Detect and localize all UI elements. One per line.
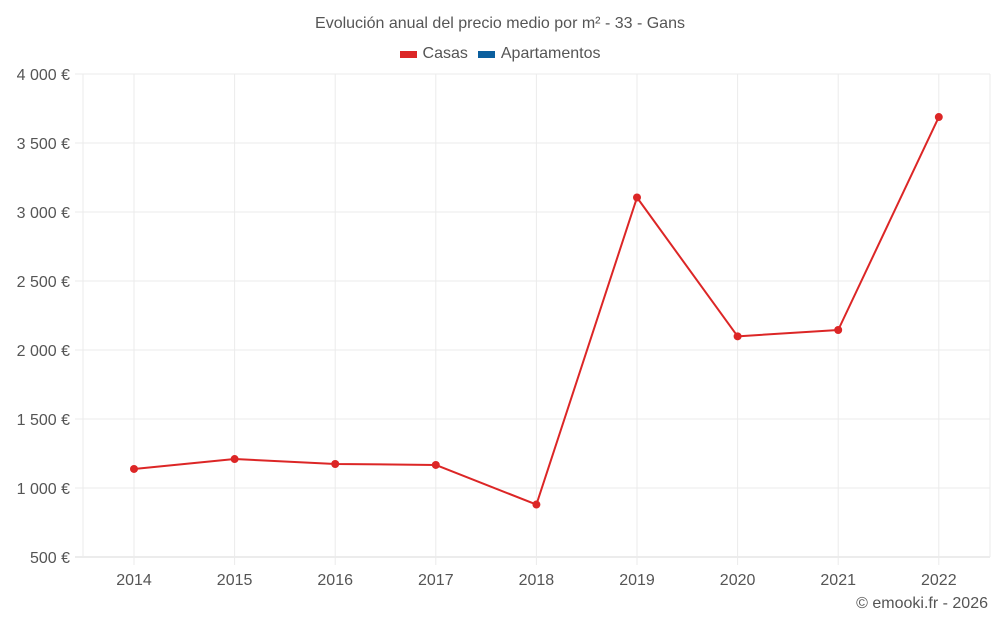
series-casas bbox=[130, 113, 943, 509]
y-tick-label: 3 000 € bbox=[17, 205, 70, 222]
legend-swatch-casas bbox=[399, 50, 417, 58]
legend-swatch-apartamentos bbox=[477, 50, 495, 58]
x-tick-label: 2015 bbox=[217, 572, 253, 589]
y-tick-label: 3 500 € bbox=[17, 136, 70, 153]
y-tick-label: 1 500 € bbox=[17, 412, 70, 429]
grid-lines bbox=[75, 73, 991, 565]
x-tick-label: 2021 bbox=[820, 572, 856, 589]
y-tick-label: 500 € bbox=[30, 550, 70, 567]
legend: Casas Apartamentos bbox=[0, 45, 1000, 63]
legend-label-apartamentos: Apartamentos bbox=[500, 45, 601, 62]
data-point[interactable] bbox=[934, 113, 943, 122]
x-tick-label: 2016 bbox=[317, 572, 353, 589]
data-point[interactable] bbox=[130, 464, 138, 473]
data-point[interactable] bbox=[532, 500, 541, 509]
x-axis: 2014 2015 2016 2017 2018 2019 2020 2021 2022 bbox=[116, 572, 956, 589]
y-axis: 4 000 € 3 500 € 3 000 € 2 500 € 2 000 € 1 500… bbox=[17, 67, 70, 567]
legend-label-casas: Casas bbox=[422, 45, 468, 62]
chart-title: Evolución anual del precio medio por m² … bbox=[315, 15, 685, 32]
legend-item-casas[interactable]: Casas bbox=[399, 45, 468, 63]
data-point[interactable] bbox=[633, 193, 641, 202]
x-tick-label: 2022 bbox=[921, 572, 957, 589]
legend-item-apartamentos[interactable]: Apartamentos bbox=[477, 45, 601, 63]
x-tick-label: 2014 bbox=[116, 572, 152, 589]
x-tick-label: 2020 bbox=[720, 572, 756, 589]
x-tick-label: 2018 bbox=[519, 572, 555, 589]
data-point[interactable] bbox=[733, 332, 742, 341]
y-tick-label: 1 000 € bbox=[17, 481, 70, 498]
y-tick-label: 2 000 € bbox=[17, 343, 70, 360]
y-tick-label: 4 000 € bbox=[17, 67, 70, 84]
credit-text: © emooki.fr - 2026 bbox=[856, 595, 988, 612]
y-tick-label: 2 500 € bbox=[17, 274, 70, 291]
data-point[interactable] bbox=[431, 460, 440, 469]
x-tick-label: 2017 bbox=[418, 572, 454, 589]
data-point[interactable] bbox=[230, 455, 239, 464]
data-point[interactable] bbox=[331, 459, 340, 468]
data-point[interactable] bbox=[834, 325, 843, 334]
x-tick-label: 2019 bbox=[619, 572, 655, 589]
